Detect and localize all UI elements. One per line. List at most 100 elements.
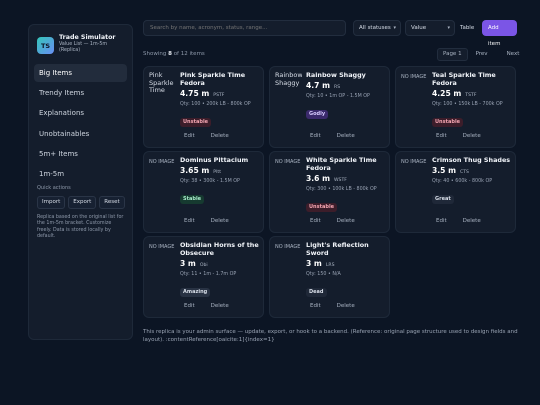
item-qty: Qty: 38 • 300k - 1.5M OP xyxy=(180,178,240,184)
edit-button[interactable]: Edit xyxy=(310,133,321,139)
status-badge: Stable xyxy=(180,194,205,204)
delete-button[interactable]: Delete xyxy=(336,133,355,139)
app-subtitle-replica: (Replica) xyxy=(59,48,81,53)
item-card[interactable]: NO IMAGE Light's Reflection Sword 3 m LRS… xyxy=(269,236,390,318)
total-count: 12 xyxy=(180,51,188,57)
edit-button[interactable]: Edit xyxy=(184,218,195,224)
search-input[interactable] xyxy=(143,20,346,36)
item-image-placeholder: NO IMAGE xyxy=(149,244,175,250)
delete-button[interactable]: Delete xyxy=(336,218,355,224)
item-value: 3.65 m xyxy=(180,165,210,175)
item-name: Dominus Pittacium xyxy=(180,156,249,164)
app-title: Trade Simulator xyxy=(59,34,116,41)
item-abbr: PSTF xyxy=(213,92,225,98)
page-indicator: Page 1 xyxy=(437,48,468,61)
sidebar-note: Replica based on the original list for t… xyxy=(37,215,124,239)
item-image: Rainbow Shaggy xyxy=(275,72,302,87)
item-image: Pink Sparkle Time xyxy=(149,72,174,94)
item-value: 3 m xyxy=(180,258,196,268)
chevron-down-icon: ▾ xyxy=(447,25,450,31)
item-value: 4.75 m xyxy=(180,88,210,98)
item-card[interactable]: Rainbow Shaggy Rainbow Shaggy 4.7 m RS Qt… xyxy=(269,66,390,148)
prev-page-button[interactable]: Prev xyxy=(475,51,488,57)
item-image-placeholder: NO IMAGE xyxy=(401,74,427,80)
item-image-placeholder: NO IMAGE xyxy=(275,159,301,165)
sort-select[interactable]: Value ▾ xyxy=(405,20,455,36)
delete-button[interactable]: Delete xyxy=(210,218,229,224)
delete-button[interactable]: Delete xyxy=(210,133,229,139)
edit-button[interactable]: Edit xyxy=(310,218,321,224)
item-name: Teal Sparkle Time Fedora xyxy=(432,71,496,88)
item-qty: Qty: 100 • 150k LB - 700k OP xyxy=(432,101,503,107)
of-label: of xyxy=(173,51,179,57)
delete-button[interactable]: Delete xyxy=(462,218,481,224)
edit-button[interactable]: Edit xyxy=(310,303,321,309)
item-abbr: TSTF xyxy=(465,92,477,98)
status-badge: Great xyxy=(432,194,454,204)
item-value: 4.7 m xyxy=(306,80,331,90)
edit-button[interactable]: Edit xyxy=(436,218,447,224)
sidebar-item-5m-plus[interactable]: 5m+ Items xyxy=(39,149,78,158)
chevron-down-icon: ▾ xyxy=(393,25,396,31)
item-abbr: CTS xyxy=(460,169,469,175)
item-image-placeholder: NO IMAGE xyxy=(149,159,175,165)
sidebar-item-big-items[interactable]: Big Items xyxy=(34,64,127,82)
item-card[interactable]: NO IMAGE Crimson Thug Shades 3.5 m CTS Qt… xyxy=(395,151,516,233)
item-name: Light's Reflection Sword xyxy=(306,241,369,258)
table-view-button[interactable]: Table xyxy=(460,25,475,31)
sidebar-item-explanations[interactable]: Explanations xyxy=(39,109,85,118)
import-button[interactable]: Import xyxy=(37,196,66,210)
status-select[interactable]: All statuses ▾ xyxy=(353,20,401,36)
item-card[interactable]: NO IMAGE Dominus Pittacium 3.65 m PItt Qt… xyxy=(143,151,264,233)
item-card[interactable]: NO IMAGE Obsidian Horns of the Obsecure … xyxy=(143,236,264,318)
edit-button[interactable]: Edit xyxy=(184,133,195,139)
status-badge: Amazing xyxy=(180,287,211,297)
status-badge: Unstable xyxy=(180,117,212,127)
add-item-button[interactable]: Add item xyxy=(482,20,517,47)
app-subtitle: Value List — 1m-5m xyxy=(59,42,108,47)
edit-button[interactable]: Edit xyxy=(436,133,447,139)
status-badge: Unstable xyxy=(432,117,464,127)
delete-button[interactable]: Delete xyxy=(336,303,355,309)
items-label: items xyxy=(189,51,205,57)
sidebar-item-1m-5m[interactable]: 1m-5m xyxy=(39,169,65,178)
pagination: Page 1 Prev Next xyxy=(437,48,524,61)
item-name: Pink Sparkle Time Fedora xyxy=(180,71,246,88)
item-qty: Qty: 11 • 1m - 1.7m OP xyxy=(180,271,237,277)
delete-button[interactable]: Delete xyxy=(210,303,229,309)
item-abbr: RS xyxy=(334,84,341,90)
sort-select-value: Value xyxy=(411,25,427,31)
item-qty: Qty: 100 • 200k LB - 800k OP xyxy=(180,101,251,107)
reset-button[interactable]: Reset xyxy=(99,196,125,210)
item-card[interactable]: NO IMAGE Teal Sparkle Time Fedora 4.25 m… xyxy=(395,66,516,148)
item-card[interactable]: Pink Sparkle Time Pink Sparkle Time Fedo… xyxy=(143,66,264,148)
sidebar-item-unobtainables[interactable]: Unobtainables xyxy=(39,129,90,138)
showing-prefix: Showing xyxy=(143,51,167,57)
toolbar: All statuses ▾ Value ▾ Table Add item xyxy=(143,20,517,47)
item-name: Obsidian Horns of the Obsecure xyxy=(180,241,259,258)
item-value: 3 m xyxy=(306,258,322,268)
edit-button[interactable]: Edit xyxy=(184,303,195,309)
item-image-placeholder: NO IMAGE xyxy=(401,159,427,165)
item-abbr: PItt xyxy=(213,169,222,175)
item-card[interactable]: NO IMAGE White Sparkle Time Fedora 3.6 m… xyxy=(269,151,390,233)
sidebar-item-trendy-items[interactable]: Trendy Items xyxy=(39,89,85,98)
brand: TS Trade Simulator Value List — 1m-5m (R… xyxy=(34,31,127,59)
quick-actions: Import Export Reset xyxy=(37,196,127,210)
item-value: 3.5 m xyxy=(432,165,457,175)
item-qty: Qty: 300 • 100k LB - 800k OP xyxy=(306,186,377,192)
item-image-placeholder: NO IMAGE xyxy=(275,244,301,250)
item-name: Crimson Thug Shades xyxy=(432,156,511,164)
delete-button[interactable]: Delete xyxy=(462,133,481,139)
status-badge: Godly xyxy=(306,109,329,119)
status-badge: Unstable xyxy=(306,202,338,212)
shown-count: 8 xyxy=(168,51,172,57)
item-value: 3.6 m xyxy=(306,173,331,183)
export-button[interactable]: Export xyxy=(68,196,97,210)
showing-count: Showing 8 of 12 items xyxy=(143,51,205,57)
item-abbr: WSTF xyxy=(334,177,347,183)
item-name: White Sparkle Time Fedora xyxy=(306,156,377,173)
next-page-button[interactable]: Next xyxy=(506,51,520,57)
quick-actions-title: Quick actions xyxy=(37,185,71,192)
item-qty: Qty: 150 • N/A xyxy=(306,271,341,277)
